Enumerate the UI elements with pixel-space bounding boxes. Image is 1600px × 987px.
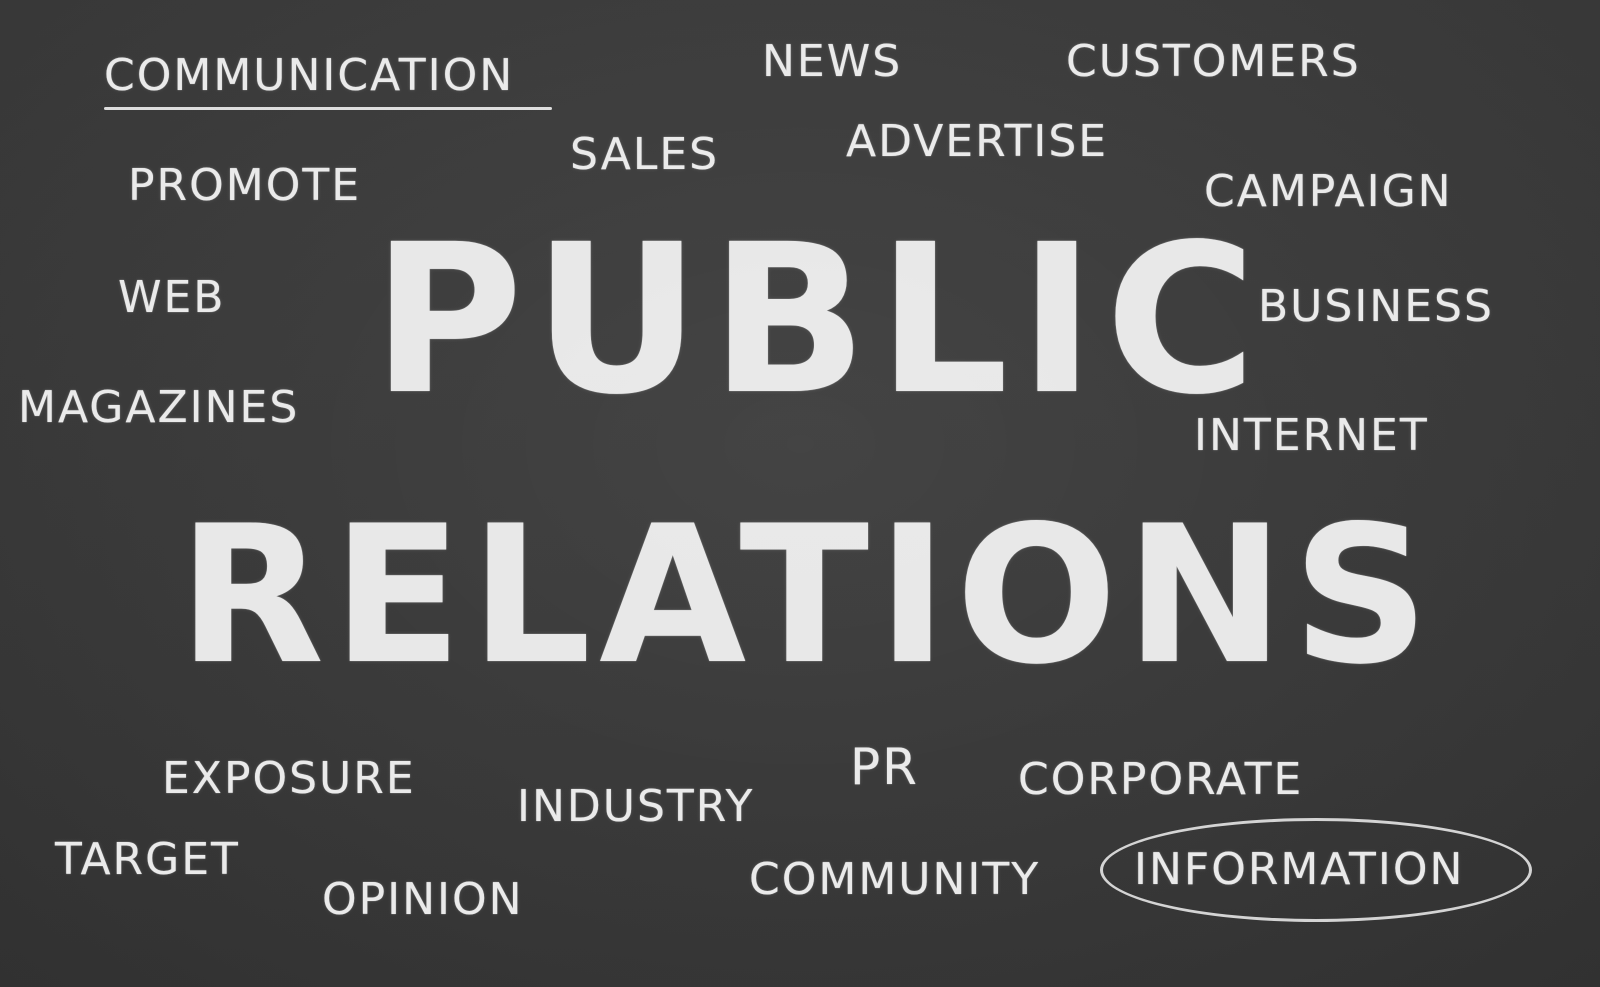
word-promote: PROMOTE	[128, 160, 362, 211]
word-news: NEWS	[762, 36, 903, 87]
word-advertise: ADVERTISE	[846, 116, 1109, 167]
word-corporate: CORPORATE	[1018, 754, 1304, 805]
word-business: BUSINESS	[1258, 281, 1494, 332]
word-information: INFORMATION	[1134, 844, 1465, 895]
word-campaign: CAMPAIGN	[1204, 166, 1453, 217]
word-magazines: MAGAZINES	[18, 382, 300, 433]
word-web: WEB	[118, 272, 226, 323]
word-target: TARGET	[55, 834, 240, 885]
word-relations: RELATIONS	[178, 485, 1438, 706]
word-industry: INDUSTRY	[517, 781, 755, 832]
word-community: COMMUNITY	[749, 854, 1041, 905]
word-customers: CUSTOMERS	[1066, 36, 1361, 87]
word-communication: COMMUNICATION	[104, 50, 515, 101]
communication-underline	[104, 107, 552, 110]
word-exposure: EXPOSURE	[162, 753, 416, 804]
word-internet: INTERNET	[1194, 410, 1429, 461]
word-pr: PR	[850, 738, 919, 796]
word-opinion: OPINION	[322, 874, 524, 925]
information-circle	[1100, 818, 1532, 922]
word-sales: SALES	[570, 129, 720, 180]
word-public: PUBLIC	[372, 200, 1267, 440]
